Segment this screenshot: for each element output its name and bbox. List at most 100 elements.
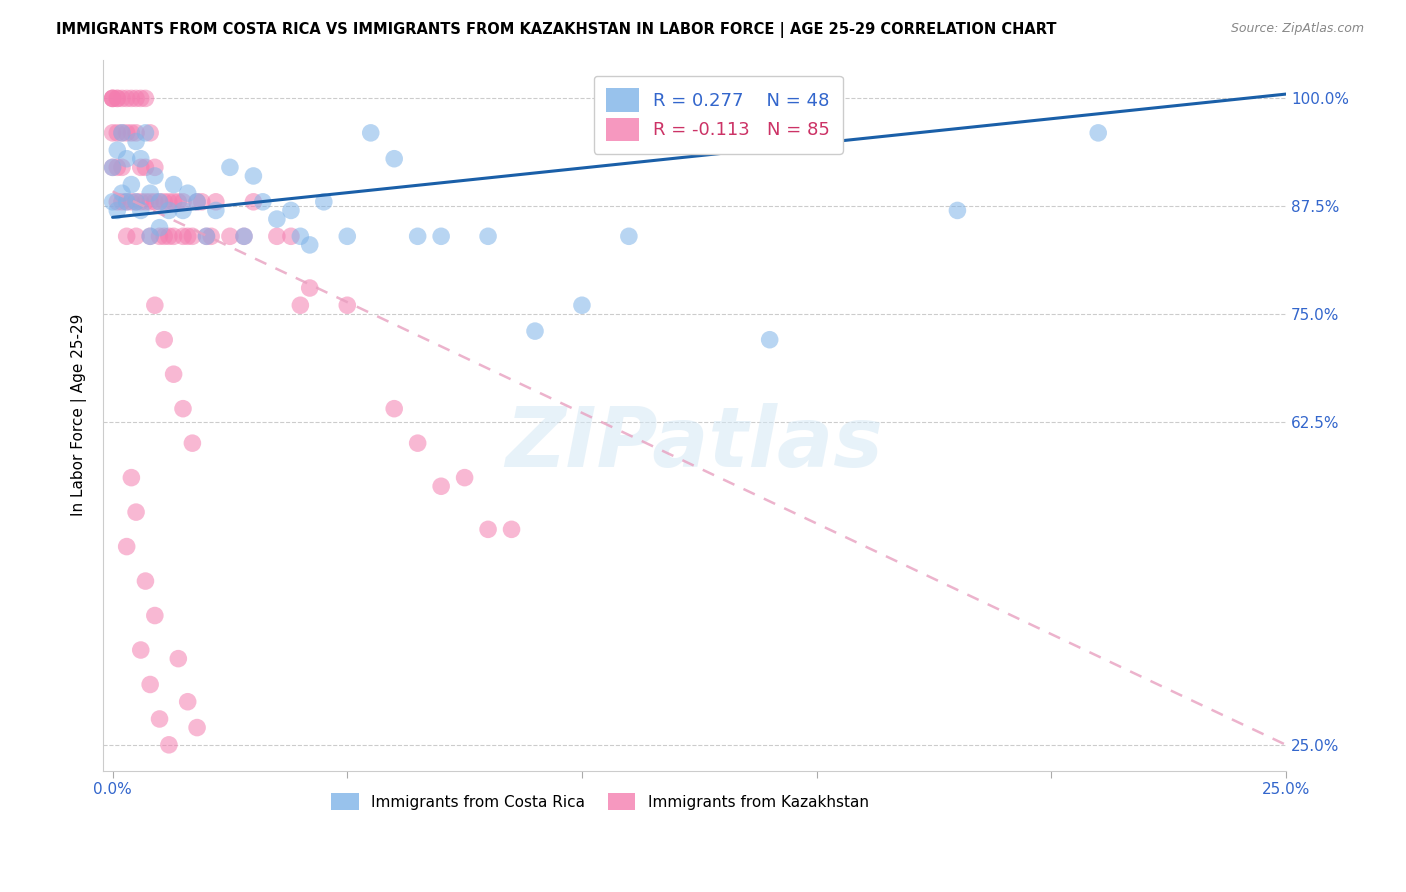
Point	[186, 194, 208, 209]
Point	[105, 203, 128, 218]
Point	[167, 651, 190, 665]
Point	[571, 298, 593, 312]
Point	[176, 186, 198, 201]
Point	[195, 229, 218, 244]
Point	[101, 91, 124, 105]
Point	[172, 203, 194, 218]
Point	[129, 194, 152, 209]
Point	[191, 194, 214, 209]
Point	[406, 436, 429, 450]
Point	[134, 161, 156, 175]
Point	[134, 126, 156, 140]
Point	[242, 194, 264, 209]
Point	[115, 126, 138, 140]
Point	[290, 298, 312, 312]
Point	[120, 126, 142, 140]
Point	[115, 540, 138, 554]
Point	[125, 135, 148, 149]
Point	[312, 194, 335, 209]
Point	[266, 229, 288, 244]
Point	[758, 333, 780, 347]
Point	[101, 126, 124, 140]
Point	[101, 161, 124, 175]
Point	[115, 91, 138, 105]
Point	[129, 643, 152, 657]
Point	[125, 229, 148, 244]
Point	[143, 194, 166, 209]
Point	[125, 194, 148, 209]
Point	[129, 161, 152, 175]
Point	[186, 194, 208, 209]
Point	[172, 194, 194, 209]
Point	[233, 229, 256, 244]
Point	[115, 194, 138, 209]
Point	[125, 126, 148, 140]
Point	[143, 608, 166, 623]
Legend: Immigrants from Costa Rica, Immigrants from Kazakhstan: Immigrants from Costa Rica, Immigrants f…	[325, 787, 875, 816]
Point	[148, 229, 170, 244]
Point	[139, 229, 162, 244]
Point	[105, 91, 128, 105]
Point	[219, 229, 242, 244]
Point	[129, 152, 152, 166]
Point	[172, 229, 194, 244]
Point	[115, 152, 138, 166]
Point	[946, 203, 969, 218]
Point	[172, 401, 194, 416]
Point	[266, 212, 288, 227]
Point	[143, 161, 166, 175]
Point	[195, 229, 218, 244]
Point	[129, 203, 152, 218]
Point	[524, 324, 547, 338]
Point	[205, 194, 228, 209]
Point	[134, 574, 156, 588]
Point	[382, 401, 405, 416]
Point	[139, 677, 162, 691]
Point	[200, 229, 222, 244]
Point	[153, 229, 176, 244]
Point	[430, 229, 453, 244]
Point	[105, 91, 128, 105]
Point	[111, 126, 134, 140]
Point	[157, 738, 180, 752]
Point	[105, 161, 128, 175]
Point	[430, 479, 453, 493]
Point	[382, 152, 405, 166]
Point	[162, 229, 184, 244]
Point	[360, 126, 382, 140]
Y-axis label: In Labor Force | Age 25-29: In Labor Force | Age 25-29	[72, 314, 87, 516]
Point	[186, 721, 208, 735]
Point	[134, 91, 156, 105]
Point	[105, 143, 128, 157]
Point	[205, 203, 228, 218]
Point	[453, 470, 475, 484]
Point	[101, 91, 124, 105]
Point	[139, 229, 162, 244]
Text: IMMIGRANTS FROM COSTA RICA VS IMMIGRANTS FROM KAZAKHSTAN IN LABOR FORCE | AGE 25: IMMIGRANTS FROM COSTA RICA VS IMMIGRANTS…	[56, 22, 1057, 38]
Point	[157, 203, 180, 218]
Point	[336, 298, 359, 312]
Point	[298, 238, 321, 252]
Point	[617, 229, 640, 244]
Point	[120, 178, 142, 192]
Point	[125, 505, 148, 519]
Point	[139, 126, 162, 140]
Point	[157, 194, 180, 209]
Text: ZIPatlas: ZIPatlas	[506, 403, 883, 484]
Point	[111, 194, 134, 209]
Text: Source: ZipAtlas.com: Source: ZipAtlas.com	[1230, 22, 1364, 36]
Point	[252, 194, 274, 209]
Point	[105, 126, 128, 140]
Point	[139, 186, 162, 201]
Point	[105, 194, 128, 209]
Point	[143, 169, 166, 183]
Point	[176, 229, 198, 244]
Point	[298, 281, 321, 295]
Point	[406, 229, 429, 244]
Point	[162, 194, 184, 209]
Point	[139, 194, 162, 209]
Point	[134, 194, 156, 209]
Point	[143, 298, 166, 312]
Point	[290, 229, 312, 244]
Point	[336, 229, 359, 244]
